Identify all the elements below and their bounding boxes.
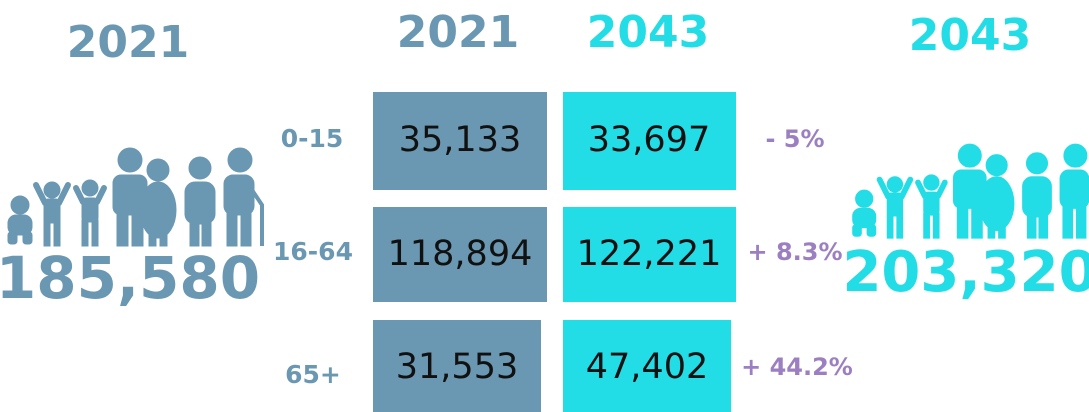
left-total: 185,580 bbox=[0, 244, 260, 312]
right-year: 2043 bbox=[909, 10, 1031, 61]
age-group: 65+ bbox=[285, 360, 341, 389]
cell-2043 bbox=[563, 320, 731, 412]
age-group: 16-64 bbox=[273, 237, 353, 266]
change: - 5% bbox=[765, 125, 824, 153]
left-year: 2021 bbox=[67, 17, 189, 68]
cell-2043 bbox=[563, 207, 736, 302]
value-2021: 35,133 bbox=[399, 120, 521, 160]
cell-2021 bbox=[373, 92, 547, 190]
right-total: 203,320 bbox=[842, 240, 1089, 305]
column-header: 2021 bbox=[397, 7, 519, 58]
cell-2021 bbox=[373, 320, 541, 412]
value-2043: 47,402 bbox=[586, 347, 708, 387]
people-icon-right bbox=[853, 144, 1089, 238]
value-2043: 122,221 bbox=[577, 234, 722, 274]
column-header: 2043 bbox=[587, 7, 709, 58]
cell-2021 bbox=[373, 207, 547, 302]
value-2021: 118,894 bbox=[388, 234, 533, 274]
cell-2043 bbox=[563, 92, 736, 190]
people-icon-left bbox=[8, 148, 262, 246]
change: + 44.2% bbox=[741, 353, 853, 381]
value-2021: 31,553 bbox=[396, 347, 518, 387]
change: + 8.3% bbox=[747, 238, 842, 266]
value-2043: 33,697 bbox=[588, 120, 710, 160]
age-group: 0-15 bbox=[281, 124, 344, 153]
